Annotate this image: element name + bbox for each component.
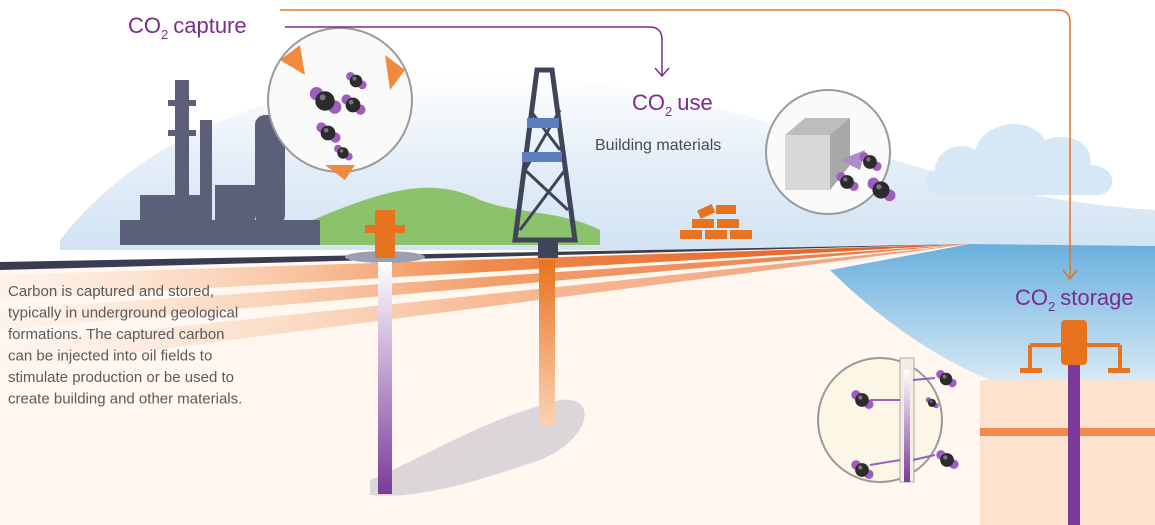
use-inset-part <box>830 118 850 190</box>
refinery-part <box>140 195 200 225</box>
bricks-part <box>717 219 739 228</box>
wells-part <box>539 260 555 425</box>
ground-part <box>980 428 1155 436</box>
bricks-part <box>730 230 752 239</box>
bricks <box>680 203 752 239</box>
ground-part <box>0 244 970 370</box>
derrick-part <box>538 240 558 258</box>
ground-part <box>370 399 585 496</box>
label-text: capture <box>173 13 246 38</box>
flow-arrows-part <box>280 9 1071 278</box>
capture-inset <box>267 27 413 180</box>
label-text: CO <box>128 13 161 38</box>
storage-inset-part <box>904 370 910 482</box>
wells-part <box>1061 320 1087 365</box>
refinery-part <box>255 115 285 225</box>
storage-label: CO2 storage <box>1015 285 1134 314</box>
description-line: formations. The captured carbon <box>8 326 225 343</box>
derrick <box>512 67 578 258</box>
refinery-part <box>175 80 189 225</box>
ground-part <box>0 244 970 270</box>
description-line: typically in underground geological <box>8 305 238 322</box>
bricks-part <box>705 230 727 239</box>
refinery-part <box>215 185 255 225</box>
use-inset-part <box>785 135 830 190</box>
bricks-part <box>692 219 714 228</box>
wells <box>345 210 1130 525</box>
use-label: CO2 use <box>632 90 713 119</box>
label-text: use <box>677 90 712 115</box>
bricks-part <box>680 230 702 239</box>
description: Carbon is captured and stored, typically … <box>8 283 242 408</box>
label-subscript: 2 <box>1048 299 1055 314</box>
bricks-part <box>716 205 736 214</box>
capture-label: CO2 capture <box>128 13 247 42</box>
storage-inset-part <box>869 377 936 466</box>
use-inset-part <box>840 150 865 170</box>
wells-part <box>378 262 392 494</box>
refinery-part <box>200 120 212 225</box>
wells-part <box>1108 368 1130 373</box>
description-line: stimulate production or be used to <box>8 369 234 386</box>
label-text: CO <box>1015 285 1048 310</box>
wells-part <box>1068 320 1080 525</box>
ground-part <box>980 380 1155 525</box>
flow-arrows <box>280 9 1078 281</box>
ground-part <box>0 244 970 300</box>
derrick-part <box>518 109 570 231</box>
derrick-part <box>527 118 559 128</box>
capture-inset-part <box>280 45 405 180</box>
labels: CO2 capture CO2 use Building materials CO2… <box>128 13 1134 314</box>
use-detail: Building materials <box>595 137 721 154</box>
refinery <box>120 80 320 245</box>
description-line: create building and other materials. <box>8 391 242 408</box>
refinery-part <box>168 100 196 106</box>
description-line: Carbon is captured and stored, <box>8 283 214 300</box>
label-subscript: 2 <box>161 27 168 42</box>
background-part <box>926 123 1113 195</box>
label-text: CO <box>632 90 665 115</box>
flow-arrows-part <box>654 67 670 78</box>
use-inset <box>765 89 896 215</box>
wells-part <box>375 210 395 258</box>
label-text: storage <box>1060 285 1133 310</box>
derrick-part <box>512 67 578 243</box>
wells-part <box>365 225 405 233</box>
refinery-part <box>168 130 196 136</box>
wells-part <box>1028 343 1122 370</box>
flow-arrows-part <box>285 26 663 75</box>
description-line: can be injected into oil fields to <box>8 348 212 365</box>
wells-part <box>1020 368 1042 373</box>
flow-arrows-part <box>1062 269 1078 281</box>
bricks-part <box>697 203 716 219</box>
label-subscript: 2 <box>665 104 672 119</box>
storage-inset <box>817 357 959 483</box>
ground-part <box>0 244 970 330</box>
derrick-part <box>522 152 562 162</box>
